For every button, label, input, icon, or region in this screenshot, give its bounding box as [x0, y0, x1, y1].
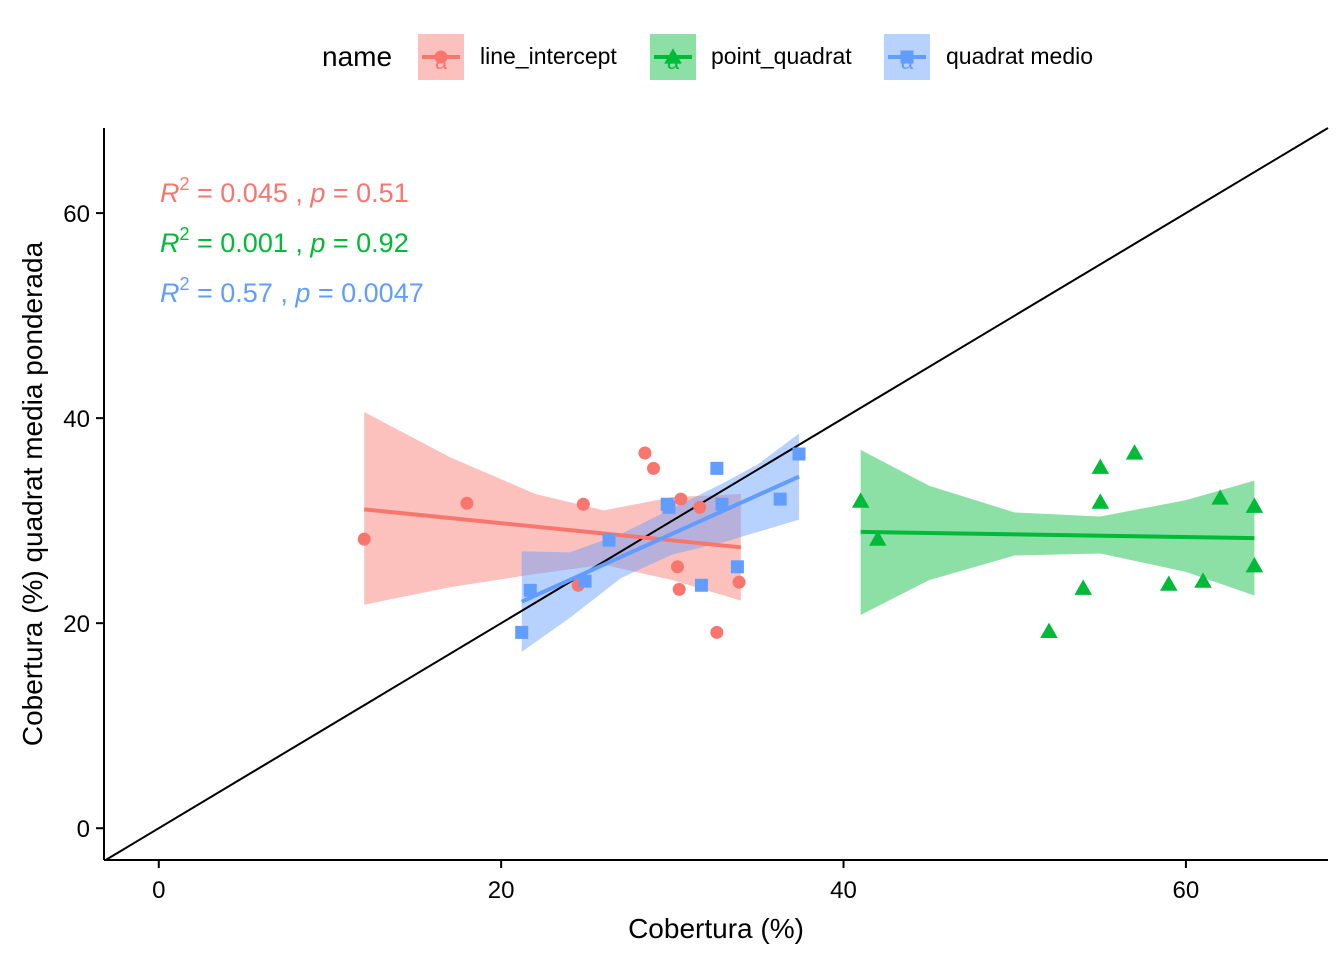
confidence-band-0	[364, 411, 741, 605]
legend: name a line_intercept a point_quadrat a quadra…	[322, 34, 1093, 80]
fit-line-0	[364, 507, 742, 550]
point-0-3	[576, 497, 590, 511]
annotation-0: R2 = 0.045 , p = 0.51	[160, 174, 409, 208]
point-0-10	[710, 625, 724, 639]
y-tick-label-3: 60	[63, 201, 90, 228]
legend-key-2: a	[884, 34, 930, 80]
annotations: R2 = 0.045 , p = 0.51 R2 = 0.001 , p = 0.…	[160, 174, 424, 308]
point-2-6	[710, 461, 724, 475]
legend-title: name	[322, 41, 392, 72]
point-1-11	[1245, 556, 1264, 573]
y-tick-label-1: 20	[63, 611, 90, 638]
legend-key-letter-1: a	[667, 49, 680, 74]
y-tick-label-0: 0	[77, 816, 90, 843]
point-1-10	[1245, 497, 1264, 513]
point-1-3	[1074, 579, 1092, 595]
point-1-6	[1125, 444, 1144, 460]
annotation-1: R2 = 0.001 , p = 0.92	[160, 224, 409, 258]
legend-key-marker-1	[664, 48, 682, 64]
point-0-9	[693, 500, 707, 514]
point-2-10	[773, 492, 787, 506]
point-1-2	[1040, 622, 1058, 638]
confidence-bands	[364, 411, 1255, 652]
legend-key-letter-2: a	[901, 49, 914, 74]
point-2-2	[578, 574, 592, 588]
x-tick-label-1: 20	[488, 877, 515, 904]
data-points	[357, 444, 1264, 639]
point-2-1	[523, 583, 537, 597]
point-1-8	[1194, 572, 1212, 588]
legend-key-marker-2	[900, 50, 914, 64]
point-0-4	[638, 446, 652, 460]
point-2-9	[730, 560, 744, 574]
x-tick-label-2: 40	[830, 877, 857, 904]
legend-key-1: a	[650, 34, 696, 80]
legend-label-1: point_quadrat	[711, 43, 852, 69]
point-0-1	[460, 496, 474, 510]
fit-line-2	[520, 474, 800, 604]
fit-line-1	[860, 529, 1255, 541]
confidence-band-2	[521, 433, 800, 652]
point-1-0	[851, 492, 870, 508]
point-0-0	[357, 532, 371, 546]
fit-lines	[364, 474, 1255, 604]
x-tick-label-0: 0	[152, 877, 165, 904]
point-0-5	[647, 461, 661, 475]
point-2-11	[792, 447, 806, 461]
point-0-6	[670, 560, 684, 574]
x-tick-label-3: 60	[1173, 877, 1200, 904]
point-1-5	[1091, 493, 1110, 509]
point-1-4	[1091, 458, 1110, 474]
confidence-band-1	[860, 449, 1255, 615]
point-2-5	[662, 500, 676, 514]
point-2-8	[715, 497, 729, 511]
legend-key-0: a	[418, 34, 464, 80]
point-0-8	[674, 492, 688, 506]
point-1-9	[1211, 489, 1229, 505]
point-2-3	[602, 533, 616, 547]
identity-line-group	[105, 127, 1329, 861]
identity-line	[105, 127, 1329, 861]
legend-key-marker-0	[434, 50, 448, 64]
axes: 0 20 40 60 0 20 40 60	[63, 128, 1328, 904]
point-2-0	[515, 625, 529, 639]
y-tick-label-2: 40	[63, 406, 90, 433]
point-2-7	[694, 578, 708, 592]
annotation-2: R2 = 0.57 , p = 0.0047	[160, 274, 424, 308]
point-1-7	[1160, 575, 1178, 591]
legend-label-0: line_intercept	[480, 43, 617, 69]
y-axis-title: Cobertura (%) quadrat media ponderada	[17, 241, 48, 746]
point-1-1	[868, 530, 887, 546]
point-0-7	[672, 582, 686, 596]
legend-label-2: quadrat medio	[946, 43, 1093, 69]
x-axis-title: Cobertura (%)	[628, 913, 804, 944]
legend-key-letter-0: a	[435, 49, 448, 74]
point-0-11	[732, 575, 746, 589]
